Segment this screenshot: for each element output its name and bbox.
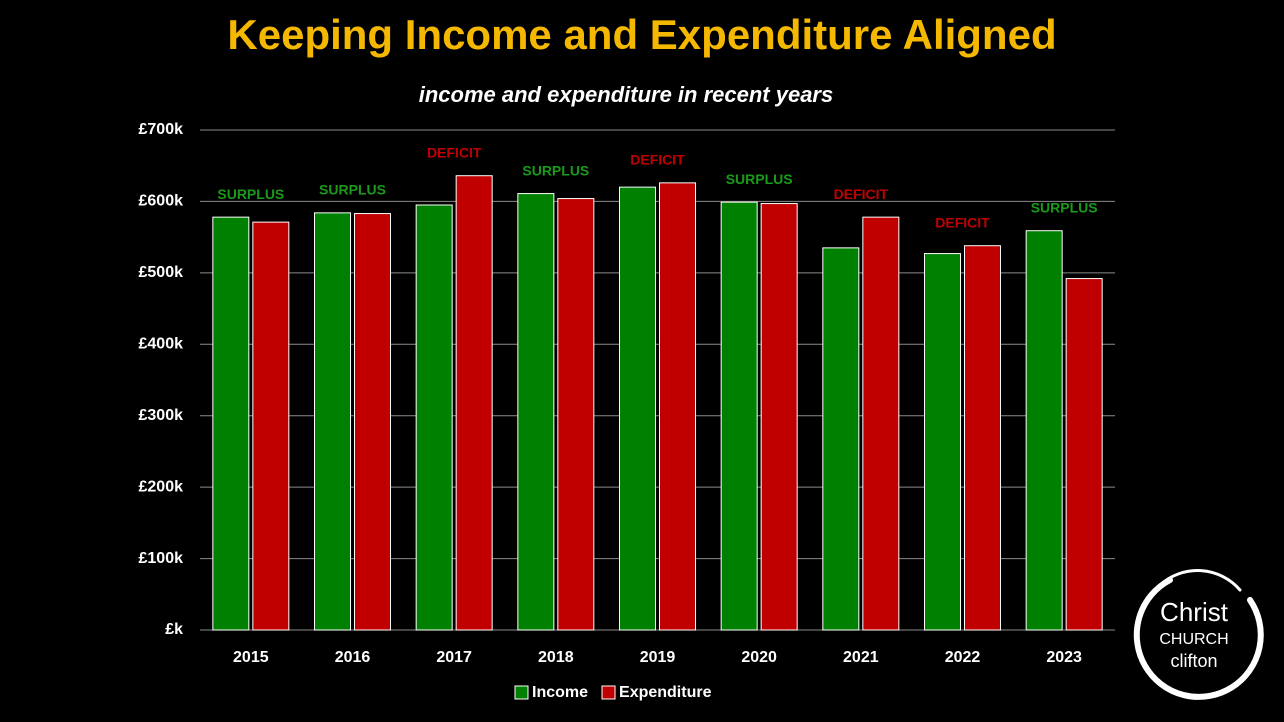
bar bbox=[517, 193, 555, 631]
bar bbox=[455, 175, 493, 631]
annotation: SURPLUS bbox=[217, 186, 284, 202]
logo-text: CHURCH bbox=[1159, 631, 1228, 648]
chart-title: Keeping Income and Expenditure Aligned bbox=[227, 11, 1056, 58]
bar bbox=[862, 216, 900, 631]
legend-swatch bbox=[601, 685, 616, 700]
bar bbox=[720, 201, 758, 631]
annotation: SURPLUS bbox=[319, 182, 386, 198]
x-tick-label: 2018 bbox=[538, 649, 574, 666]
x-tick-label: 2020 bbox=[741, 649, 777, 666]
bar bbox=[822, 247, 860, 631]
legend-label: Income bbox=[532, 684, 588, 701]
y-tick-label: £500k bbox=[139, 264, 184, 281]
annotation: DEFICIT bbox=[834, 186, 889, 202]
logo-text: clifton bbox=[1170, 651, 1217, 671]
chart-subtitle: income and expenditure in recent years bbox=[419, 82, 833, 107]
bar bbox=[557, 198, 595, 631]
x-tick-label: 2017 bbox=[436, 649, 472, 666]
x-tick-label: 2016 bbox=[335, 649, 371, 666]
annotation: SURPLUS bbox=[522, 162, 589, 178]
y-tick-label: £600k bbox=[139, 193, 184, 210]
bar bbox=[659, 182, 696, 631]
x-tick-label: 2023 bbox=[1046, 649, 1082, 666]
bar bbox=[415, 204, 453, 631]
y-tick-label: £200k bbox=[139, 478, 184, 495]
bar bbox=[354, 213, 391, 631]
legend-swatch bbox=[514, 685, 529, 700]
annotation: DEFICIT bbox=[427, 144, 482, 160]
y-tick-label: £300k bbox=[139, 407, 184, 424]
bar bbox=[212, 216, 250, 631]
logo-text: Christ bbox=[1160, 597, 1229, 627]
bar bbox=[1065, 278, 1103, 631]
annotation: SURPLUS bbox=[1031, 199, 1098, 215]
logo: Christ CHURCH clifton bbox=[1133, 569, 1264, 700]
bar bbox=[619, 186, 656, 631]
x-tick-label: 2019 bbox=[640, 649, 676, 666]
y-tick-label: £700k bbox=[139, 121, 184, 138]
annotation: DEFICIT bbox=[630, 152, 685, 168]
bar bbox=[760, 203, 798, 631]
bar bbox=[1025, 230, 1063, 631]
x-tick-label: 2015 bbox=[233, 649, 269, 666]
x-tick-label: 2022 bbox=[945, 649, 981, 666]
bar bbox=[964, 245, 1001, 631]
legend-label: Expenditure bbox=[619, 684, 712, 701]
bar bbox=[314, 212, 351, 631]
bar bbox=[252, 221, 290, 631]
x-tick-label: 2021 bbox=[843, 649, 879, 666]
y-tick-label: £400k bbox=[139, 336, 184, 353]
annotation: SURPLUS bbox=[726, 171, 793, 187]
bar bbox=[924, 253, 961, 631]
y-tick-label: £100k bbox=[139, 550, 184, 567]
logo-swoosh bbox=[1133, 577, 1264, 700]
logo-swoosh bbox=[1158, 569, 1242, 592]
annotation: DEFICIT bbox=[935, 214, 990, 230]
y-tick-label: £k bbox=[165, 621, 183, 638]
